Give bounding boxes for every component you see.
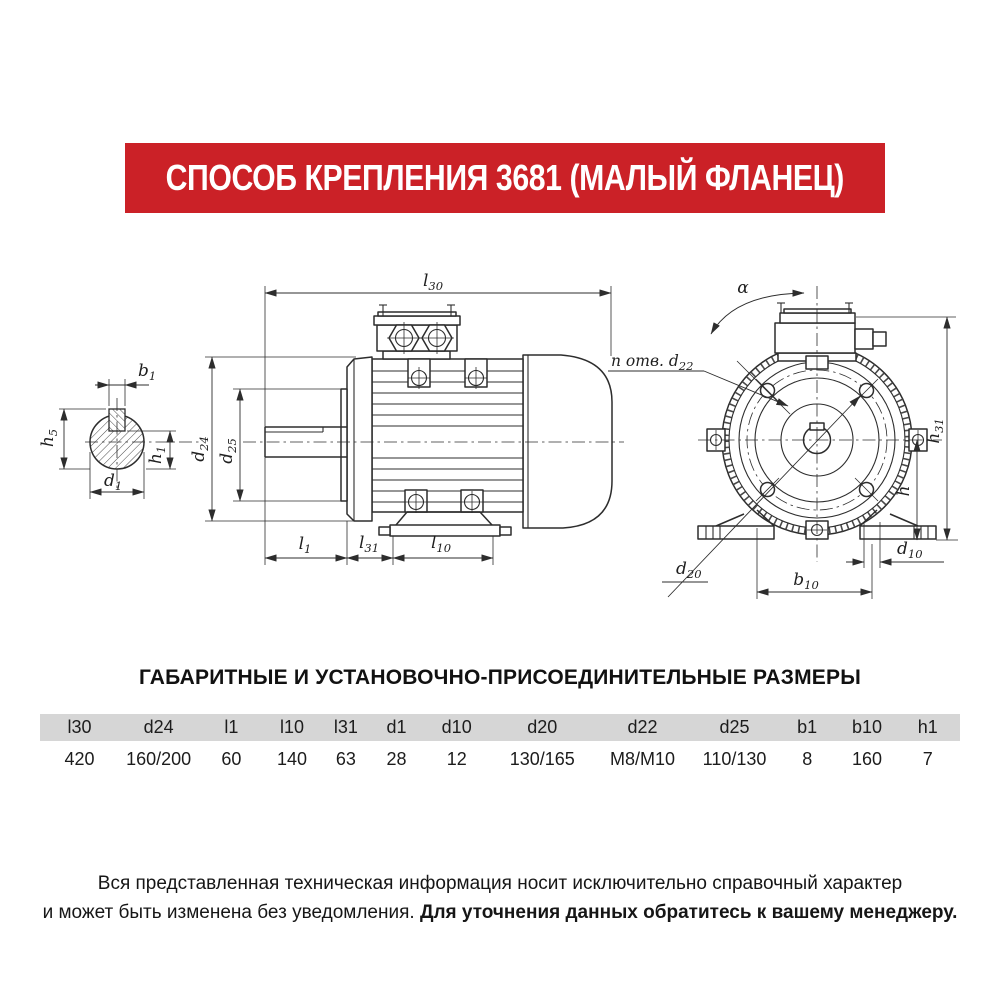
dim-label-b10: b10 <box>793 570 819 592</box>
header-l31: l31 <box>319 714 373 741</box>
dimensions-section: ГАБАРИТНЫЕ И УСТАНОВОЧНО-ПРИСОЕДИНИТЕЛЬН… <box>40 666 960 777</box>
dim-label-b1: b1 <box>138 361 156 383</box>
value-d1: 28 <box>372 741 421 777</box>
dim-label-h31: h31 <box>924 418 946 444</box>
dim-label-l30: l30 <box>423 271 443 293</box>
table-header-row: l30 d24 l1 l10 l31 d1 d10 d20 d22 d25 b1… <box>40 714 960 741</box>
dim-label-d24: d24 <box>189 436 211 462</box>
dim-label-l31: l31 <box>359 533 379 555</box>
value-b10: 160 <box>838 741 896 777</box>
motor-side-view: l30 d24 d25 l1 l31 l10 <box>189 271 624 565</box>
header-l30: l30 <box>40 714 120 741</box>
value-l31: 63 <box>319 741 373 777</box>
table-value-row: 420 160/200 60 140 63 28 12 130/165 M8/M… <box>40 741 960 777</box>
disclaimer-line1: Вся представленная техническая информаци… <box>97 873 903 894</box>
dim-label-d1: d1 <box>104 471 122 493</box>
title-banner: СПОСОБ КРЕПЛЕНИЯ 3681 (МАЛЫЙ ФЛАНЕЦ) <box>125 143 885 213</box>
header-h1: h1 <box>895 714 960 741</box>
header-d22: d22 <box>591 714 694 741</box>
dim-label-d20: d20 <box>676 559 702 581</box>
shaft-section-view: b1 h5 h1 d1 <box>38 361 200 499</box>
disclaimer-line2: и может быть изменена без уведомления. <box>42 902 420 923</box>
dim-label-l1: l1 <box>299 534 312 556</box>
value-d25: 110/130 <box>693 741 776 777</box>
header-d25: d25 <box>693 714 776 741</box>
dim-label-d25: d25 <box>217 438 239 464</box>
header-l1: l1 <box>198 714 265 741</box>
value-d20: 130/165 <box>492 741 592 777</box>
motor-front-view: α n отв. d22 h31 h d10 b10 d20 <box>608 278 958 599</box>
dim-label-h1-shaft: h1 <box>146 446 168 464</box>
dim-label-h5: h5 <box>38 429 60 447</box>
page-title: СПОСОБ КРЕПЛЕНИЯ 3681 (МАЛЫЙ ФЛАНЕЦ) <box>165 157 845 198</box>
header-d10: d10 <box>420 714 493 741</box>
disclaimer-bold: Для уточнения данных обратитесь к вашему… <box>419 902 958 923</box>
table-title: ГАБАРИТНЫЕ И УСТАНОВОЧНО-ПРИСОЕДИНИТЕЛЬН… <box>138 666 861 689</box>
dim-label-n-otv-d22: n отв. d22 <box>611 352 693 373</box>
technical-drawing: b1 h5 h1 d1 <box>38 271 958 599</box>
header-b1: b1 <box>775 714 839 741</box>
dimensions-table: l30 d24 l1 l10 l31 d1 d10 d20 d22 d25 b1… <box>40 714 960 777</box>
dim-label-h: h <box>894 486 914 497</box>
dim-label-alpha: α <box>737 278 749 298</box>
value-l30: 420 <box>40 741 120 777</box>
disclaimer: Вся представленная техническая информаци… <box>30 869 970 927</box>
dim-label-d10: d10 <box>897 539 923 561</box>
header-d24: d24 <box>119 714 199 741</box>
value-d24: 160/200 <box>119 741 199 777</box>
header-l10: l10 <box>264 714 320 741</box>
header-d20: d20 <box>492 714 592 741</box>
header-b10: b10 <box>838 714 896 741</box>
value-l10: 140 <box>264 741 320 777</box>
value-d10: 12 <box>420 741 493 777</box>
value-b1: 8 <box>775 741 839 777</box>
value-l1: 60 <box>198 741 265 777</box>
value-h1: 7 <box>895 741 960 777</box>
header-d1: d1 <box>372 714 421 741</box>
dim-label-l10: l10 <box>431 533 451 555</box>
value-d22: M8/M10 <box>591 741 694 777</box>
